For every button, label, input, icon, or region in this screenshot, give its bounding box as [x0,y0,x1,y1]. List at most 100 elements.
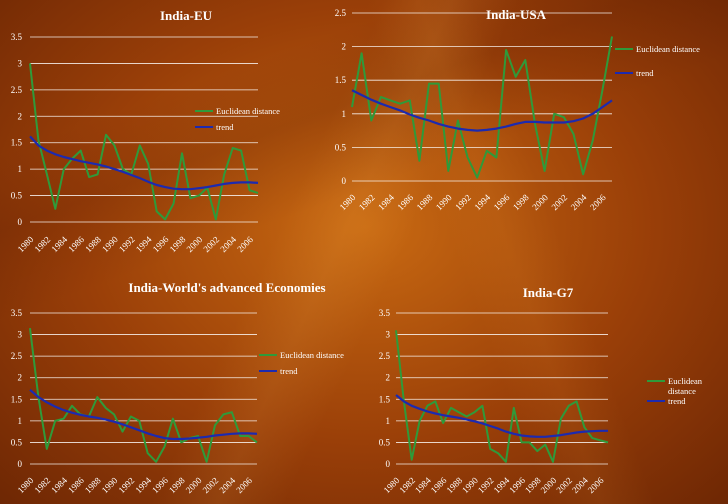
y-tick-label: 1.5 [11,394,23,404]
x-tick-label: 2000 [184,475,204,495]
y-tick-label: 2 [18,111,23,121]
y-tick-label: 2 [386,373,391,383]
x-tick-label: 1994 [134,234,154,254]
x-tick-label: 1992 [117,234,137,254]
x-tick-label: 1990 [460,475,480,495]
y-tick-label: 0.5 [379,437,391,447]
y-tick-label: 3 [18,58,23,68]
y-tick-label: 0.5 [335,142,347,152]
x-tick-label: 2004 [218,234,238,254]
x-tick-label: 1980 [382,475,402,495]
euclidean-distance-line [351,36,613,179]
x-tick-label: 1992 [476,475,496,495]
x-tick-label: 1986 [66,475,86,495]
x-tick-label: 1994 [472,192,492,212]
x-tick-label: 1988 [83,234,103,254]
legend-label: Euclidean distance [668,376,703,396]
x-tick-label: 2006 [588,192,608,212]
y-tick-label: 3 [386,330,391,340]
x-tick-label: 1992 [453,192,473,212]
x-tick-label: 1996 [150,475,170,495]
x-tick-label: 2006 [235,234,255,254]
chart-g7: India-G7 0 0.5 1 1.5 2 2.5 3 3.5 1980198219841986… [379,285,703,495]
y-tick-label: 1 [18,164,23,174]
x-tick-label: 1998 [168,234,188,254]
x-tick-label: 1984 [49,475,69,495]
euclidean-distance-line [29,63,259,221]
y-tick-label: 1.5 [11,138,23,148]
y-tick-label: 2.5 [11,85,23,95]
x-tick-label: 2004 [570,475,590,495]
y-tick-label: 0 [342,176,347,186]
x-tick-label: 1994 [133,475,153,495]
legend-label: trend [216,122,234,132]
x-tick-label: 1988 [415,192,435,212]
x-tick-label: 1998 [523,475,543,495]
x-tick-label: 1988 [444,475,464,495]
legend-label: trend [668,396,686,406]
y-tick-label: 0.5 [11,191,23,201]
x-tick-label: 2000 [530,192,550,212]
y-tick-label: 0 [386,459,391,469]
x-tick-label: 2002 [201,475,221,495]
x-tick-label: 2006 [586,475,606,495]
legend: Euclidean distance trend [615,44,700,78]
x-tick-label: 1984 [49,234,69,254]
x-tick-label: 1980 [338,192,358,212]
x-tick-label: 2000 [539,475,559,495]
x-tick-label: 1992 [117,475,137,495]
x-tick-label: 1998 [167,475,187,495]
y-tick-label: 0.5 [11,437,23,447]
y-tick-label: 1 [386,416,391,426]
x-tick-label: 1980 [16,475,36,495]
chart-world: India-World's advanced Economies 0 0.5 1 1.5… [11,280,344,495]
x-tick-label: 1996 [492,192,512,212]
chart-title: India-USA [486,7,547,22]
y-tick-label: 3.5 [379,308,391,318]
y-tick-label: 3.5 [11,308,23,318]
chart-title: India-G7 [523,285,574,300]
x-tick-label: 1984 [376,192,396,212]
x-tick-label: 1998 [511,192,531,212]
trend-line [351,89,613,132]
legend-label: Euclidean distance [280,350,344,360]
x-tick-label: 1994 [492,475,512,495]
y-tick-label: 2.5 [11,351,23,361]
x-tick-label: 2000 [185,234,205,254]
chart-title: India-EU [160,8,213,23]
x-tick-label: 1980 [16,234,36,254]
trend-line [395,394,608,438]
x-tick-label: 1990 [434,192,454,212]
x-tick-label: 2004 [217,475,237,495]
y-tick-label: 0 [18,459,23,469]
euclidean-distance-line [29,327,258,463]
x-tick-label: 2002 [201,234,221,254]
x-tick-label: 1984 [413,475,433,495]
legend: Euclidean distance trend [259,350,344,376]
euclidean-distance-line [395,330,609,463]
trend-line [29,135,259,191]
x-tick-label: 1982 [397,475,417,495]
y-tick-label: 1 [342,109,347,119]
y-tick-label: 1 [18,416,23,426]
y-tick-label: 0 [18,217,23,227]
x-tick-label: 1996 [507,475,527,495]
x-tick-label: 1988 [83,475,103,495]
x-tick-label: 2002 [549,192,569,212]
legend-label: trend [636,68,654,78]
x-tick-label: 1986 [66,234,86,254]
legend: Euclidean distance trend [195,106,280,132]
y-tick-label: 2 [342,42,347,52]
x-tick-label: 2006 [234,475,254,495]
x-tick-label: 1990 [100,475,120,495]
legend-label: Euclidean distance [216,106,280,116]
x-tick-label: 1986 [395,192,415,212]
x-tick-label: 1986 [429,475,449,495]
y-tick-label: 3 [18,330,23,340]
chart-eu: India-EU 0 0.5 1 1.5 2 2.5 3 3.5 1980198219841986… [11,8,280,254]
y-tick-label: 2.5 [335,8,347,18]
y-tick-label: 1.5 [335,75,347,85]
y-tick-label: 2 [18,373,23,383]
